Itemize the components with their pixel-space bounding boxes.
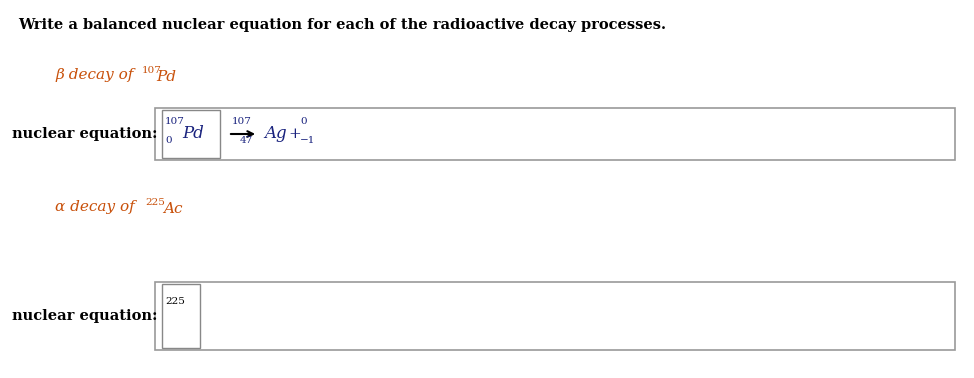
Text: 225: 225 — [165, 297, 185, 306]
Text: 0: 0 — [165, 136, 171, 145]
Text: 107: 107 — [232, 117, 252, 126]
Text: −1: −1 — [300, 136, 316, 145]
Text: Ag: Ag — [264, 125, 286, 143]
Text: Write a balanced nuclear equation for each of the radioactive decay processes.: Write a balanced nuclear equation for ea… — [18, 18, 666, 32]
Text: 0: 0 — [300, 117, 307, 126]
Bar — [155, 282, 955, 350]
Text: 47: 47 — [240, 136, 253, 145]
Text: +: + — [288, 127, 301, 141]
Text: Ac: Ac — [163, 202, 182, 216]
Text: 107: 107 — [165, 117, 185, 126]
Text: β decay of: β decay of — [55, 68, 138, 82]
Text: nuclear equation:: nuclear equation: — [12, 127, 158, 141]
Bar — [162, 110, 220, 158]
Text: α decay of: α decay of — [55, 200, 139, 214]
Text: nuclear equation:: nuclear equation: — [12, 309, 158, 323]
Bar — [155, 108, 955, 160]
Text: 107: 107 — [142, 66, 162, 75]
Bar — [162, 284, 200, 348]
Text: Pd: Pd — [182, 125, 204, 143]
Text: Pd: Pd — [156, 70, 176, 84]
Text: 225: 225 — [145, 198, 165, 207]
